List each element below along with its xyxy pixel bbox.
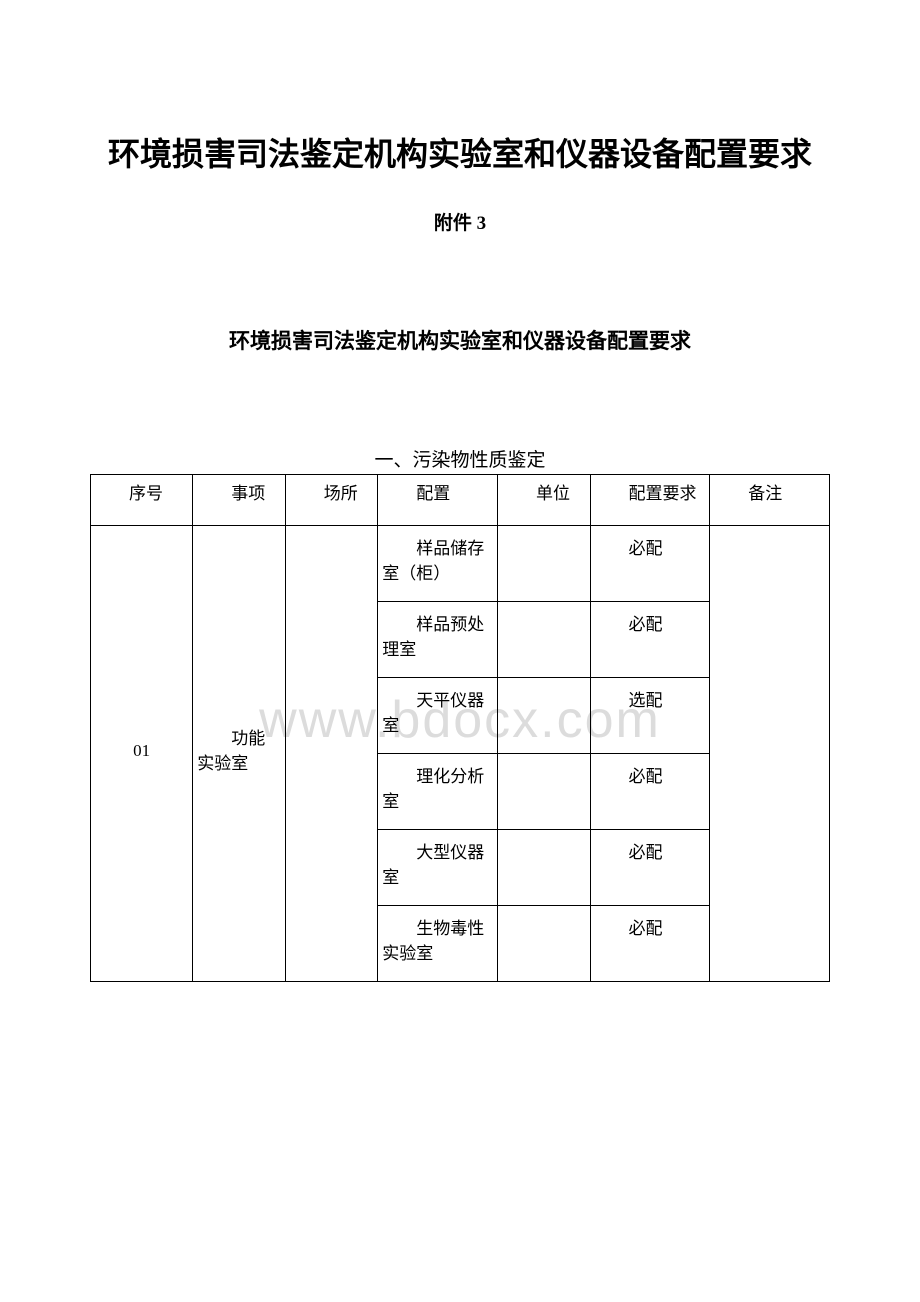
- cell-config: 样品预处理室: [382, 612, 493, 663]
- header-place: 场所: [290, 481, 374, 507]
- section-title: 一、污染物性质鉴定: [90, 445, 830, 472]
- cell-unit: [498, 753, 591, 829]
- main-title: 环境损害司法鉴定机构实验室和仪器设备配置要求: [90, 130, 830, 178]
- cell-item: 功能实验室: [197, 726, 281, 777]
- cell-unit: [498, 905, 591, 981]
- header-req: 配置要求: [595, 481, 706, 507]
- cell-unit: [498, 525, 591, 601]
- cell-config: 天平仪器室: [382, 688, 493, 739]
- config-table: 序号 事项 场所 配置 单位 配置要求 备注 01 功能实验室 样品储存室（柜）…: [90, 474, 830, 982]
- cell-unit: [498, 601, 591, 677]
- header-seq: 序号: [95, 481, 188, 507]
- cell-note: [710, 525, 830, 981]
- cell-seq: 01: [91, 525, 193, 981]
- cell-req: 必配: [595, 764, 706, 790]
- cell-unit: [498, 677, 591, 753]
- sub-title: 环境损害司法鉴定机构实验室和仪器设备配置要求: [90, 325, 830, 355]
- cell-req: 必配: [595, 840, 706, 866]
- cell-unit: [498, 829, 591, 905]
- cell-config: 生物毒性实验室: [382, 916, 493, 967]
- cell-place: [285, 525, 378, 981]
- cell-config: 样品储存室（柜）: [382, 536, 493, 587]
- header-config: 配置: [382, 481, 493, 507]
- header-unit: 单位: [502, 481, 586, 507]
- cell-config: 大型仪器室: [382, 840, 493, 891]
- appendix-label: 附件 3: [90, 208, 830, 235]
- cell-req: 选配: [595, 688, 706, 714]
- cell-req: 必配: [595, 536, 706, 562]
- cell-req: 必配: [595, 612, 706, 638]
- cell-config: 理化分析室: [382, 764, 493, 815]
- header-note: 备注: [714, 481, 825, 507]
- cell-req: 必配: [595, 916, 706, 942]
- header-item: 事项: [197, 481, 281, 507]
- table-header-row: 序号 事项 场所 配置 单位 配置要求 备注: [91, 475, 830, 526]
- table-row: 01 功能实验室 样品储存室（柜） 必配: [91, 525, 830, 601]
